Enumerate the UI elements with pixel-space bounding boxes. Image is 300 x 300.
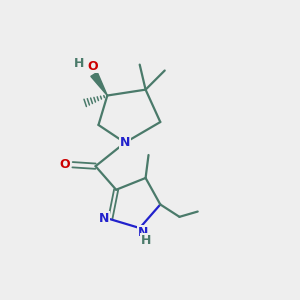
Text: N: N	[137, 226, 148, 239]
Text: H: H	[141, 234, 152, 247]
Text: H: H	[74, 57, 84, 70]
Text: N: N	[120, 136, 130, 149]
Text: O: O	[87, 60, 98, 73]
Text: O: O	[59, 158, 70, 171]
Text: N: N	[99, 212, 109, 225]
Polygon shape	[91, 72, 107, 95]
